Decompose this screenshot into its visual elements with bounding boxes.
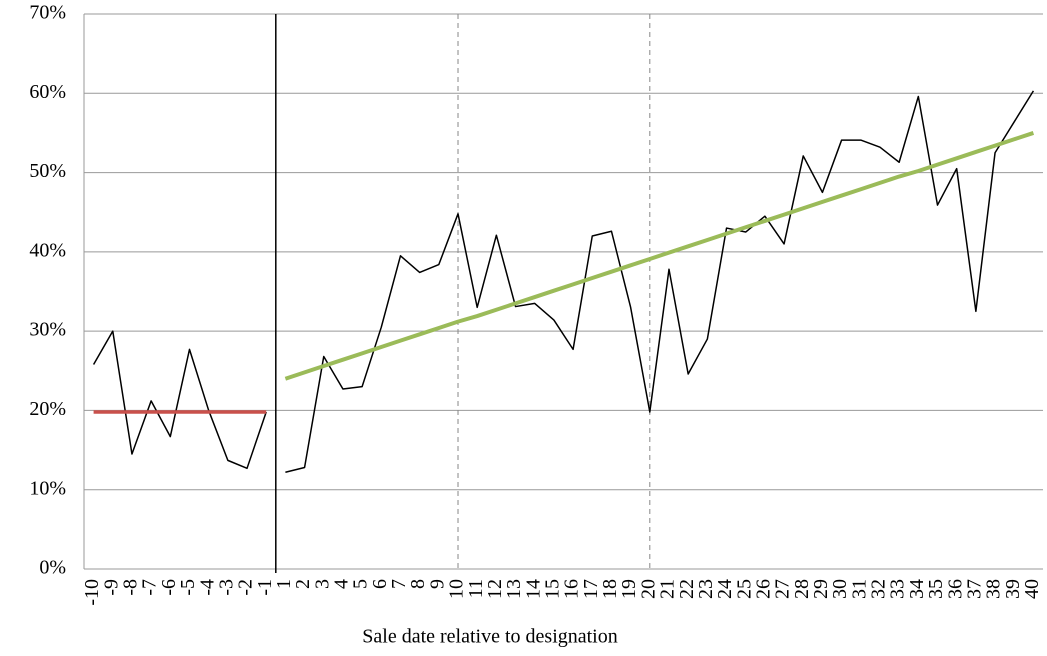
x-tick-label: 2	[292, 579, 314, 589]
x-tick-label: 24	[714, 579, 736, 599]
x-tick-label: 37	[963, 579, 985, 599]
x-tick-label: 11	[465, 579, 487, 598]
x-tick-label: 40	[1021, 579, 1043, 599]
x-tick-label: 8	[407, 579, 429, 589]
x-tick-label: -8	[120, 579, 142, 596]
x-tick-label: -9	[100, 579, 122, 596]
x-tick-label: 3	[311, 579, 333, 589]
x-tick-label: 1	[273, 579, 295, 589]
y-tick-label: 40%	[29, 239, 66, 261]
x-tick-label: 28	[791, 579, 813, 599]
x-tick-label: 25	[733, 579, 755, 599]
x-tick-label: -5	[177, 579, 199, 596]
x-tick-label: 30	[829, 579, 851, 599]
x-tick-label: -7	[139, 579, 161, 596]
x-axis-label: Sale date relative to designation	[362, 626, 617, 648]
x-tick-label: 32	[868, 579, 890, 599]
x-tick-label: 29	[810, 579, 832, 599]
x-tick-label: 16	[561, 579, 583, 599]
x-tick-label: 33	[887, 579, 909, 599]
x-tick-label: -6	[158, 579, 180, 596]
x-tick-label: -1	[254, 579, 276, 596]
series-line	[285, 90, 1035, 473]
x-tick-label: 14	[522, 579, 544, 599]
x-tick-label: 26	[752, 579, 774, 599]
x-tick-label: 9	[426, 579, 448, 589]
x-tick-label: 18	[599, 579, 621, 599]
x-tick-label: 36	[944, 579, 966, 599]
x-tick-label: -4	[196, 579, 218, 596]
x-tick-label: 27	[772, 579, 794, 599]
x-tick-label: 13	[503, 579, 525, 599]
y-tick-label: 30%	[29, 319, 66, 341]
x-tick-label: 10	[446, 579, 468, 599]
x-tick-label: -10	[81, 579, 103, 606]
x-tick-label: 15	[542, 579, 564, 599]
y-tick-label: 70%	[29, 2, 66, 24]
x-tick-label: 4	[331, 579, 353, 589]
x-tick-label: 31	[848, 579, 870, 599]
x-tick-label: 22	[676, 579, 698, 599]
series-line	[284, 131, 1035, 381]
y-tick-label: 20%	[29, 398, 66, 420]
series-line	[92, 330, 267, 470]
x-tick-label: 7	[388, 579, 410, 589]
x-tick-label: -2	[235, 579, 257, 596]
x-tick-label: 35	[925, 579, 947, 599]
x-tick-label: 20	[637, 579, 659, 599]
x-tick-label: 6	[369, 579, 391, 589]
x-tick-label: 21	[657, 579, 679, 599]
x-tick-label: 17	[580, 579, 602, 599]
x-tick-label: 12	[484, 579, 506, 599]
x-tick-label: 34	[906, 579, 928, 599]
x-tick-label: 38	[983, 579, 1005, 599]
x-tick-label: 23	[695, 579, 717, 599]
x-tick-label: 39	[1002, 579, 1024, 599]
y-tick-label: 60%	[29, 81, 66, 103]
x-tick-label: 19	[618, 579, 640, 599]
x-tick-label: -3	[215, 579, 237, 596]
y-tick-label: 0%	[39, 557, 66, 579]
y-tick-label: 10%	[29, 477, 66, 499]
x-tick-label: 5	[350, 579, 372, 589]
y-tick-label: 50%	[29, 160, 66, 182]
